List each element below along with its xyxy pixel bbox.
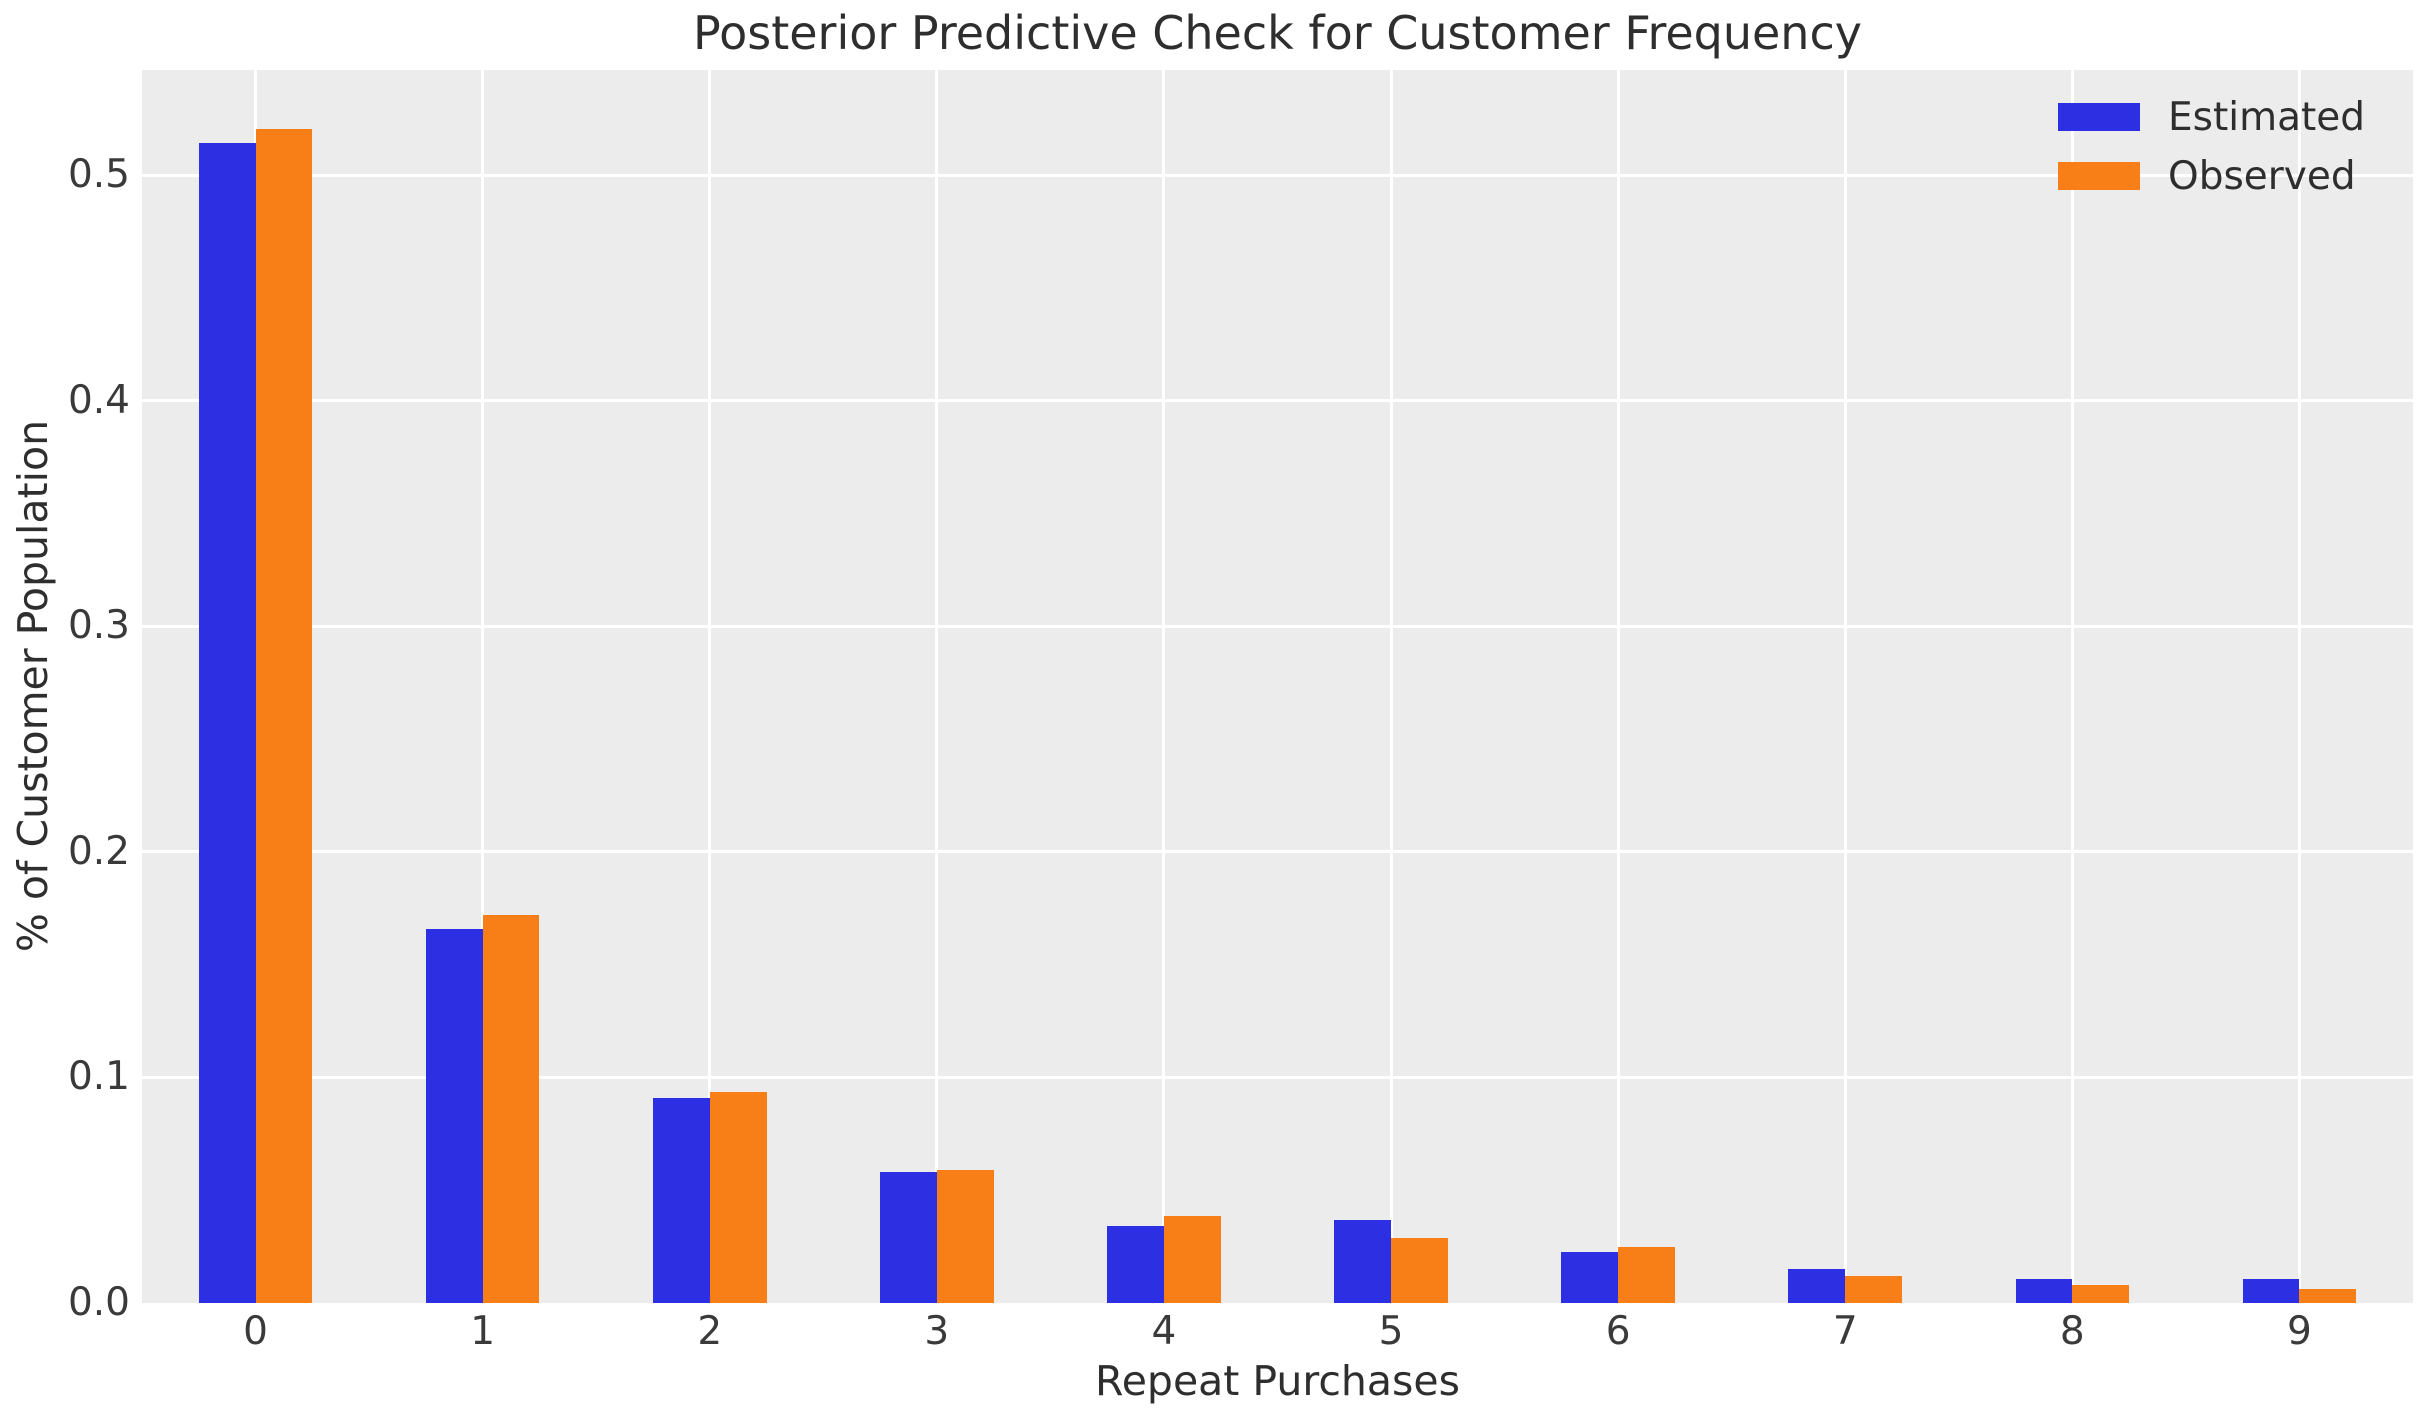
gridline-vertical bbox=[2070, 70, 2074, 1303]
bar-observed-5 bbox=[1391, 1237, 1448, 1303]
legend-swatch-estimated bbox=[2058, 103, 2140, 131]
bar-observed-3 bbox=[936, 1169, 994, 1303]
bar-observed-1 bbox=[482, 914, 540, 1303]
bar-observed-6 bbox=[1618, 1246, 1675, 1303]
bar-estimated-9 bbox=[2242, 1279, 2300, 1303]
bar-estimated-4 bbox=[1107, 1225, 1164, 1303]
y-tick-label: 0.0 bbox=[67, 1280, 130, 1325]
y-tick-label: 0.1 bbox=[67, 1054, 130, 1100]
bar-estimated-5 bbox=[1334, 1220, 1392, 1303]
gridline-vertical bbox=[1843, 70, 1847, 1303]
bar-estimated-1 bbox=[425, 928, 483, 1303]
legend-item-estimated: Estimated bbox=[2058, 94, 2365, 140]
bar-estimated-6 bbox=[1561, 1252, 1619, 1303]
bar-estimated-8 bbox=[2015, 1279, 2073, 1303]
legend-item-observed: Observed bbox=[2058, 153, 2365, 199]
gridline-horizontal bbox=[142, 399, 2413, 403]
gridline-vertical bbox=[2297, 70, 2301, 1303]
gridline-vertical bbox=[1162, 70, 1166, 1303]
bar-observed-7 bbox=[1845, 1276, 1903, 1303]
gridline-horizontal bbox=[142, 850, 2413, 854]
gridline-vertical bbox=[935, 70, 939, 1303]
gridline-vertical bbox=[1389, 70, 1393, 1303]
gridline-horizontal bbox=[142, 173, 2413, 177]
legend-swatch-observed bbox=[2058, 162, 2140, 190]
legend: Estimated Observed bbox=[2058, 94, 2365, 212]
x-tick-label: 5 bbox=[1378, 1309, 1404, 1354]
bar-estimated-3 bbox=[880, 1172, 937, 1303]
bar-estimated-0 bbox=[198, 142, 256, 1303]
y-tick-label: 0.2 bbox=[67, 828, 130, 874]
bar-observed-4 bbox=[1163, 1215, 1221, 1303]
y-tick-label: 0.5 bbox=[67, 152, 130, 198]
bar-estimated-7 bbox=[1788, 1268, 1846, 1303]
plot-area bbox=[142, 70, 2413, 1303]
gridline-vertical bbox=[481, 70, 485, 1303]
x-tick-label: 8 bbox=[2059, 1309, 2085, 1354]
x-tick-label: 0 bbox=[243, 1309, 268, 1354]
legend-label-observed: Observed bbox=[2168, 153, 2356, 199]
x-tick-label: 7 bbox=[1832, 1309, 1858, 1354]
gridline-horizontal bbox=[142, 624, 2413, 628]
x-tick-label: 9 bbox=[2287, 1309, 2312, 1354]
bar-observed-8 bbox=[2072, 1284, 2130, 1303]
bar-observed-2 bbox=[709, 1091, 767, 1303]
y-axis-label: % of Customer Population bbox=[9, 419, 57, 953]
legend-label-estimated: Estimated bbox=[2168, 94, 2366, 140]
gridline-vertical bbox=[1616, 70, 1620, 1303]
y-tick-label: 0.3 bbox=[67, 603, 130, 649]
x-tick-label: 2 bbox=[697, 1309, 723, 1354]
x-tick-label: 3 bbox=[924, 1309, 950, 1354]
bar-estimated-2 bbox=[652, 1098, 710, 1303]
y-tick-label: 0.4 bbox=[67, 377, 130, 423]
bar-observed-0 bbox=[255, 129, 313, 1303]
chart-title: Posterior Predictive Check for Customer … bbox=[693, 6, 1862, 60]
bar-observed-9 bbox=[2299, 1289, 2357, 1303]
x-tick-label: 4 bbox=[1151, 1309, 1177, 1354]
x-tick-label: 1 bbox=[470, 1309, 496, 1354]
x-axis-label: Repeat Purchases bbox=[1095, 1357, 1460, 1405]
x-tick-label: 6 bbox=[1605, 1309, 1631, 1354]
gridline-horizontal bbox=[142, 1075, 2413, 1079]
gridline-vertical bbox=[708, 70, 712, 1303]
